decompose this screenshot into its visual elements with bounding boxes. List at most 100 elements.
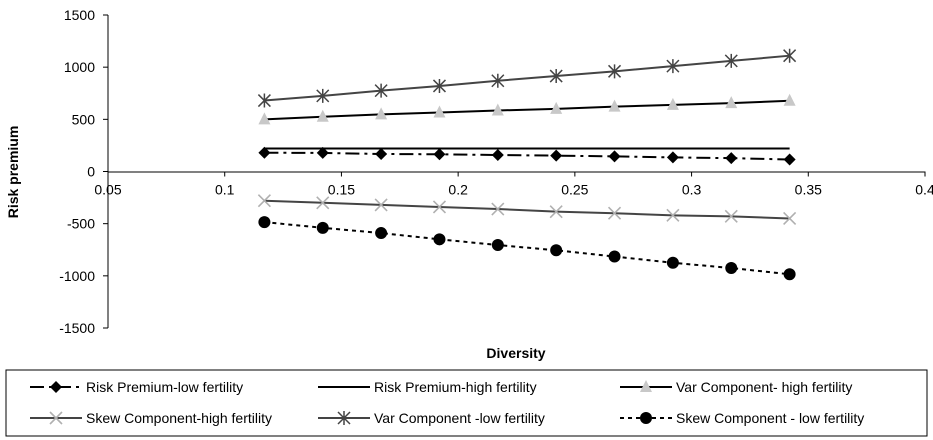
legend-label: Risk Premium-low fertility xyxy=(86,379,243,395)
data-point xyxy=(550,149,563,162)
legend-box xyxy=(5,369,928,437)
data-point xyxy=(432,78,446,93)
series-line xyxy=(264,54,790,102)
series-line xyxy=(264,99,790,121)
data-point xyxy=(783,48,797,63)
legend-label: Var Component -low fertility xyxy=(374,410,545,426)
series-3 xyxy=(258,93,796,125)
x-tick-label: 0.1 xyxy=(215,182,235,198)
data-point xyxy=(316,109,329,122)
data-point xyxy=(257,194,271,208)
series-1 xyxy=(258,146,796,166)
x-tick-label: 0.2 xyxy=(448,182,468,198)
data-point xyxy=(432,200,447,214)
legend-marker xyxy=(640,380,652,392)
data-point xyxy=(433,233,446,246)
legend-marker xyxy=(49,411,63,425)
data-point xyxy=(550,244,563,257)
data-point xyxy=(608,250,621,263)
data-point xyxy=(491,202,505,216)
x-tick-label: 0.05 xyxy=(94,182,121,198)
data-point xyxy=(491,73,505,88)
data-point xyxy=(725,152,738,165)
data-point xyxy=(783,93,796,106)
series-line xyxy=(264,151,790,161)
legend-label: Var Component- high fertility xyxy=(676,379,852,395)
data-point xyxy=(375,147,388,160)
data-point xyxy=(608,64,622,79)
data-point xyxy=(374,198,388,212)
series-6 xyxy=(258,216,796,281)
data-point xyxy=(433,105,446,118)
legend-item: Skew Component-high fertility xyxy=(30,410,272,426)
data-point xyxy=(608,99,621,112)
y-tick-label: -1000 xyxy=(59,268,95,284)
data-point xyxy=(374,83,388,98)
data-point xyxy=(725,96,738,109)
data-point xyxy=(607,206,622,220)
data-point xyxy=(258,112,271,125)
series-line xyxy=(264,221,790,276)
legend-items: Risk Premium-low fertility Risk Premium-h… xyxy=(30,379,864,426)
legend-item: Skew Component - low fertility xyxy=(620,410,864,426)
series-4 xyxy=(257,194,797,226)
data-point xyxy=(608,150,621,163)
legend-marker xyxy=(50,381,62,393)
data-point xyxy=(375,227,388,240)
y-tick-label: 0 xyxy=(87,164,95,180)
y-tick-label: 500 xyxy=(72,111,96,127)
data-point xyxy=(666,97,679,110)
legend-item: Risk Premium-low fertility xyxy=(30,379,243,395)
data-point xyxy=(491,239,504,252)
legend-item: Risk Premium-high fertility xyxy=(318,379,537,395)
data-point xyxy=(316,196,330,210)
y-tick-labels: 1500 1000 500 0 -500 -1000 -1500 xyxy=(59,7,108,336)
data-point xyxy=(258,216,271,229)
legend-label: Skew Component-high fertility xyxy=(86,410,272,426)
data-point xyxy=(666,151,679,164)
y-axis-title: Risk premium xyxy=(5,126,21,219)
y-tick-label: -1500 xyxy=(59,320,95,336)
x-axis-title: Diversity xyxy=(486,345,545,361)
data-point xyxy=(724,209,738,223)
data-point xyxy=(783,153,796,166)
data-point xyxy=(491,103,504,116)
data-point xyxy=(783,211,797,226)
series-5 xyxy=(257,48,797,108)
data-point xyxy=(257,93,271,108)
data-point xyxy=(316,221,329,234)
x-tick-label: 0.15 xyxy=(328,182,355,198)
data-point xyxy=(316,88,330,103)
y-tick-label: -500 xyxy=(67,216,95,232)
series-line xyxy=(264,199,790,220)
data-point xyxy=(258,146,271,159)
legend-marker xyxy=(337,411,351,425)
y-tick-label: 1000 xyxy=(64,59,95,75)
data-point xyxy=(724,53,738,68)
y-tick-label: 1500 xyxy=(64,7,95,23)
x-tick-label: 0.35 xyxy=(795,182,822,198)
data-point xyxy=(433,148,446,161)
data-point xyxy=(666,59,680,74)
data-point xyxy=(491,149,504,162)
data-point xyxy=(550,101,563,114)
series-layer xyxy=(257,48,797,281)
legend-item: Var Component -low fertility xyxy=(318,410,545,426)
legend-item: Var Component- high fertility xyxy=(620,379,852,395)
x-tick-label: 0.25 xyxy=(561,182,588,198)
data-point xyxy=(666,208,680,222)
legend-label: Skew Component - low fertility xyxy=(676,410,864,426)
x-tick-label: 0.3 xyxy=(682,182,702,198)
data-point xyxy=(316,146,329,159)
data-point xyxy=(375,107,388,120)
legend: Risk Premium-low fertility Risk Premium-h… xyxy=(5,369,928,437)
data-point xyxy=(666,256,679,269)
legend-label: Risk Premium-high fertility xyxy=(374,379,537,395)
x-tick-labels: 0.05 0.1 0.15 0.2 0.25 0.3 0.35 0.4 xyxy=(94,171,933,198)
legend-marker xyxy=(640,412,652,424)
data-point xyxy=(549,205,563,219)
x-tick-label: 0.4 xyxy=(915,182,933,198)
data-point xyxy=(783,268,796,281)
data-point xyxy=(549,69,563,84)
